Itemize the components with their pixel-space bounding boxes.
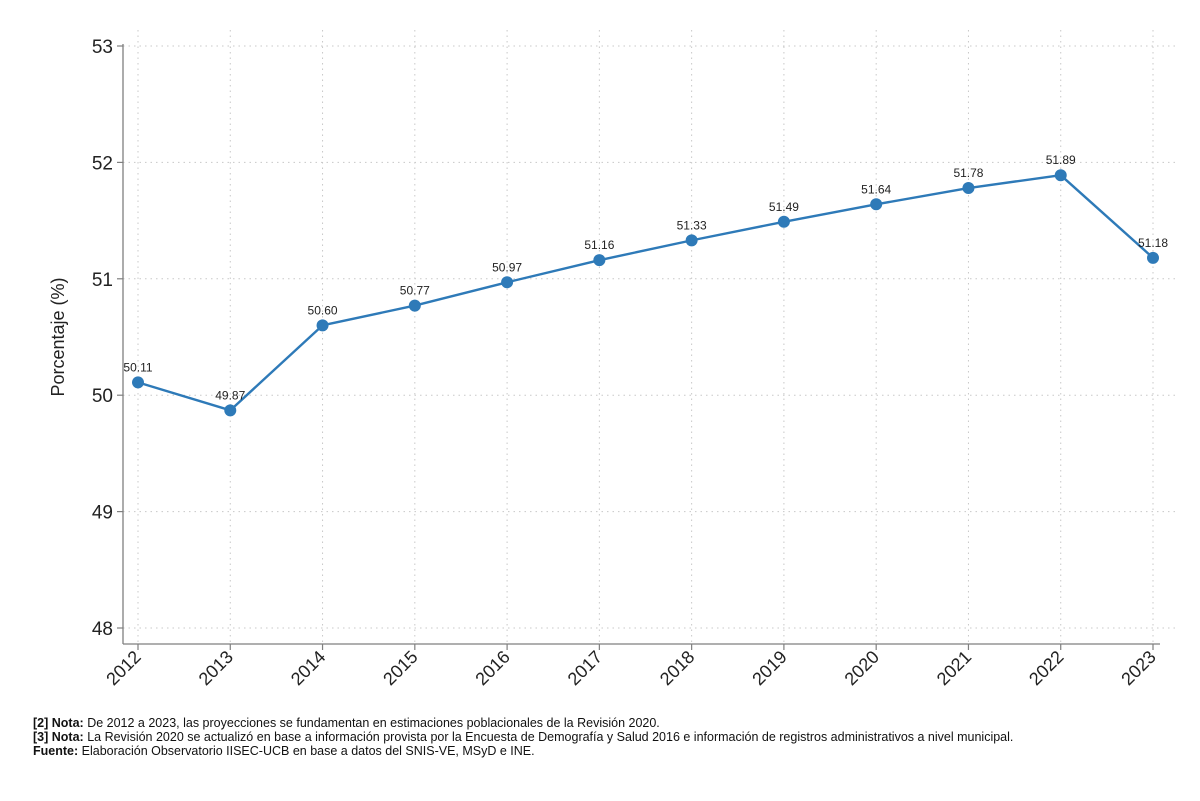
data-point [1054,169,1067,182]
data-label: 51.78 [953,166,983,180]
y-tick-label: 50 [92,386,113,407]
data-label: 51.16 [584,238,614,252]
x-tick-label: 2022 [1025,647,1067,689]
data-label: 50.77 [400,284,430,298]
note-1: [2] Nota: De 2012 a 2023, las proyeccion… [33,716,1183,730]
data-label: 51.89 [1046,153,1076,167]
line-chart: 48 49 50 51 52 53 2012 2013 2014 2015 2016 2017 2018… [48,30,1175,689]
y-tick-label: 52 [92,153,113,174]
note-1-text: De 2012 a 2023, las proyecciones se fund… [87,716,660,730]
source-text: Elaboración Observatorio IISEC-UCB en ba… [81,744,535,758]
y-tick-label: 53 [92,37,113,58]
data-label: 49.87 [215,388,245,402]
data-point [777,215,790,228]
data-label: 50.97 [492,260,522,274]
x-tick-label: 2018 [656,647,698,689]
data-label: 50.60 [308,303,338,317]
data-point [316,319,329,332]
data-point [685,234,698,247]
x-tick-label: 2020 [841,647,883,689]
series-line [137,174,1154,412]
source-line: Fuente: Elaboración Observatorio IISEC-U… [33,744,1183,758]
data-point [501,276,514,289]
chart: 48 49 50 51 52 53 2012 2013 2014 2015 2016 2017 2018… [48,30,1175,689]
y-tick-label: 51 [92,270,113,291]
y-axis-label: Porcentaje (%) [48,277,68,396]
data-label: 51.18 [1138,236,1168,250]
data-point [224,404,237,417]
data-point [593,254,606,267]
x-tick-label: 2017 [564,647,606,689]
data-point [870,198,883,211]
source-label: Fuente: [33,744,79,758]
data-label: 50.11 [123,360,152,374]
data-label: 51.33 [677,218,707,232]
note-2: [3] Nota: La Revisión 2020 se actualizó … [33,730,1183,744]
y-tick-label: 48 [92,619,113,640]
x-tick-label: 2019 [748,647,790,689]
data-label: 51.64 [861,182,891,196]
data-point [962,182,975,195]
data-point [408,299,421,312]
y-tick-label: 49 [92,503,113,524]
x-tick-label: 2012 [102,647,144,689]
x-tick-label: 2015 [379,647,421,689]
x-tick-label: 2013 [195,647,237,689]
note-2-label: [3] Nota: [33,730,84,744]
notes: [2] Nota: De 2012 a 2023, las proyeccion… [33,716,1183,758]
x-tick-label: 2016 [471,647,513,689]
x-tick-label: 2014 [287,647,329,689]
x-tick-label: 2023 [1117,647,1159,689]
note-2-text: La Revisión 2020 se actualizó en base a … [87,730,1014,744]
data-point [132,376,144,389]
x-tick-label: 2021 [933,647,975,689]
data-label: 51.49 [769,200,799,214]
note-1-label: [2] Nota: [33,716,84,730]
data-point [1147,251,1159,264]
